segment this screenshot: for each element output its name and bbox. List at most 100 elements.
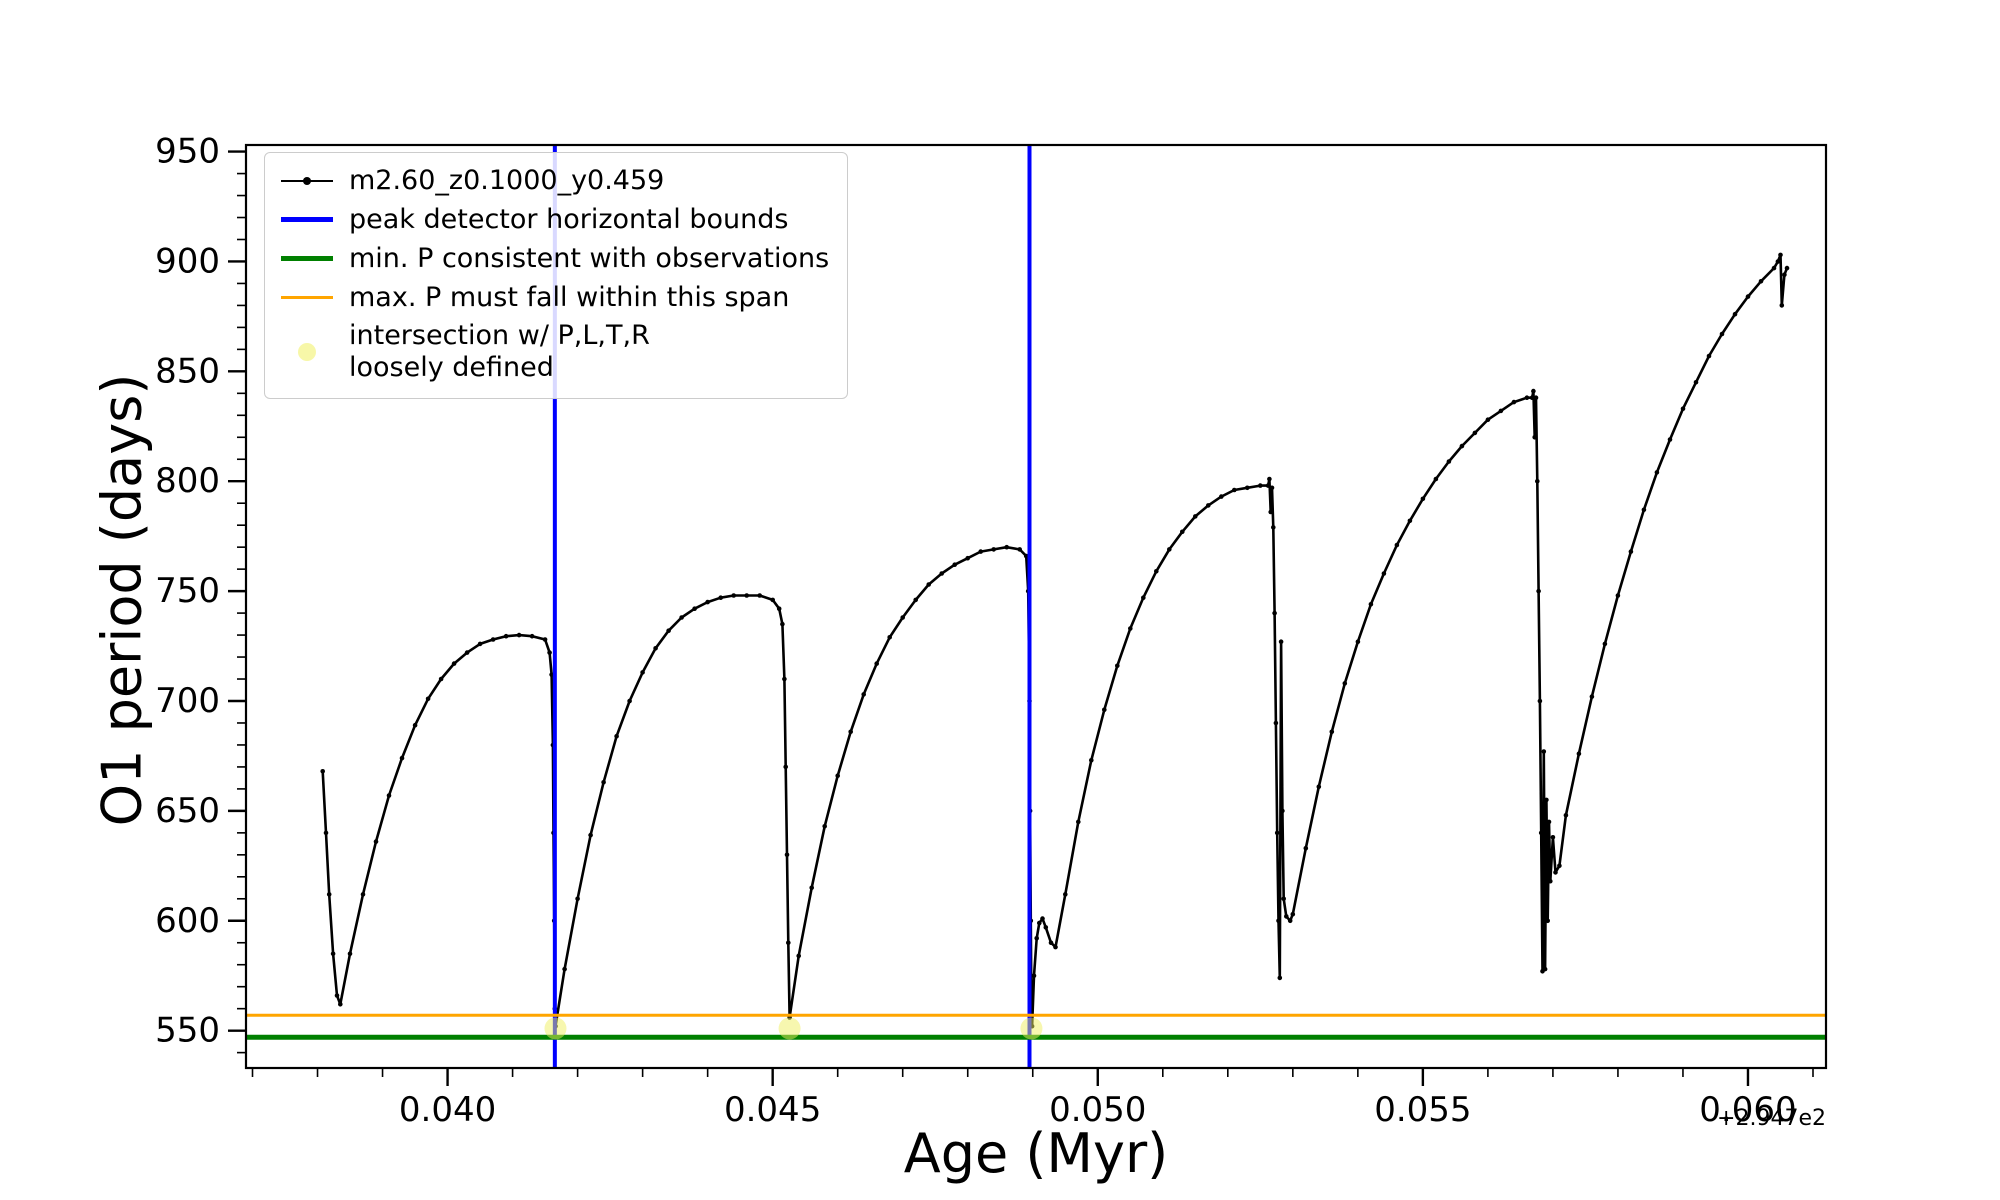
series-point xyxy=(1268,509,1273,515)
series-point xyxy=(770,597,775,603)
series-point xyxy=(1557,863,1562,869)
series-point xyxy=(786,940,791,945)
series-point xyxy=(542,637,548,642)
series-point xyxy=(1167,547,1172,552)
series-point xyxy=(679,615,684,620)
series-point xyxy=(627,698,632,704)
series-point xyxy=(323,830,329,836)
series-point xyxy=(1274,830,1280,836)
series-point xyxy=(1446,459,1452,464)
series-point xyxy=(490,637,496,642)
y-tick-label: 800 xyxy=(155,461,220,501)
series-point xyxy=(1278,639,1284,644)
series-point xyxy=(588,832,593,838)
series-point xyxy=(399,755,405,761)
series-point xyxy=(1004,544,1009,550)
series-point xyxy=(1128,626,1133,631)
series-point xyxy=(1459,443,1465,449)
intersection-marker xyxy=(544,1017,567,1040)
legend-label: intersection w/ P,L,T,R loosely defined xyxy=(349,320,650,384)
y-tick-label: 650 xyxy=(155,791,220,831)
legend-marker-icon xyxy=(281,340,333,364)
series-point xyxy=(1219,494,1224,499)
series-point xyxy=(1589,694,1595,699)
series-point xyxy=(1537,698,1543,704)
series-point xyxy=(1303,845,1309,851)
series-point xyxy=(1206,503,1211,508)
legend-line-icon xyxy=(281,247,333,271)
series-point xyxy=(1546,819,1552,825)
series-point xyxy=(1680,406,1686,412)
series-point xyxy=(330,951,336,956)
x-tick-label: 0.040 xyxy=(399,1090,496,1130)
series-point xyxy=(1102,707,1107,713)
series-point xyxy=(412,722,418,728)
y-tick-label: 550 xyxy=(155,1011,220,1051)
series-point xyxy=(978,549,983,554)
series-point xyxy=(338,1002,343,1007)
series-point xyxy=(782,676,787,682)
series-point xyxy=(1732,311,1738,317)
series-point xyxy=(991,547,996,552)
series-point xyxy=(347,951,353,956)
legend-entry: m2.60_z0.1000_y0.459 xyxy=(281,165,829,197)
series-point xyxy=(1524,395,1530,401)
series-point xyxy=(1602,641,1608,647)
series-point xyxy=(1548,878,1553,884)
series-point xyxy=(692,606,697,611)
y-tick-label: 750 xyxy=(155,571,220,611)
legend-label: min. P consistent with observations xyxy=(349,242,830,274)
series-point xyxy=(666,628,671,633)
series-point xyxy=(1023,553,1029,559)
series-point xyxy=(1154,569,1159,574)
series-point xyxy=(874,661,879,666)
series-point xyxy=(1277,975,1283,981)
series-point xyxy=(809,885,814,891)
series-point xyxy=(835,773,840,778)
y-axis-label: O1 period (days) xyxy=(90,373,154,827)
legend-entry: min. P consistent with observations xyxy=(281,243,829,275)
series-point xyxy=(477,641,483,647)
series-point xyxy=(861,692,866,697)
series-point xyxy=(1281,896,1286,902)
series-point xyxy=(822,824,827,829)
series-point xyxy=(784,852,790,858)
series-point xyxy=(575,896,580,902)
series-point xyxy=(965,555,970,561)
series-point xyxy=(776,606,782,611)
series-point xyxy=(1180,529,1185,535)
series-point xyxy=(562,966,567,972)
legend-entry: peak detector horizontal bounds xyxy=(281,204,829,236)
series-point xyxy=(1076,819,1081,825)
x-tick-label: 0.055 xyxy=(1374,1090,1471,1130)
series-point xyxy=(640,670,645,675)
series-point xyxy=(1778,252,1783,258)
legend-label: max. P must fall within this span xyxy=(349,281,790,313)
series-point xyxy=(887,635,892,640)
series-point xyxy=(1063,892,1068,897)
series-point xyxy=(757,593,762,598)
series-point xyxy=(334,993,340,998)
series-point xyxy=(1553,870,1558,875)
series-point xyxy=(503,633,509,639)
series-point xyxy=(529,633,535,639)
series-point xyxy=(1355,639,1361,644)
x-tick-label: 0.045 xyxy=(724,1090,821,1130)
series-point xyxy=(1641,507,1647,513)
series-point xyxy=(1533,395,1539,401)
series-point xyxy=(549,672,554,677)
series-point xyxy=(1089,758,1094,763)
series-point xyxy=(438,676,444,682)
series-point xyxy=(1280,808,1285,814)
series-point xyxy=(1329,729,1335,735)
series-point xyxy=(1368,602,1374,607)
series-point xyxy=(1784,265,1790,271)
series-point xyxy=(1031,973,1037,978)
series-point xyxy=(614,733,619,739)
series-point xyxy=(1141,595,1146,600)
series-point xyxy=(1290,911,1296,917)
series-point xyxy=(1381,571,1387,576)
legend-entry: max. P must fall within this span xyxy=(281,282,829,314)
